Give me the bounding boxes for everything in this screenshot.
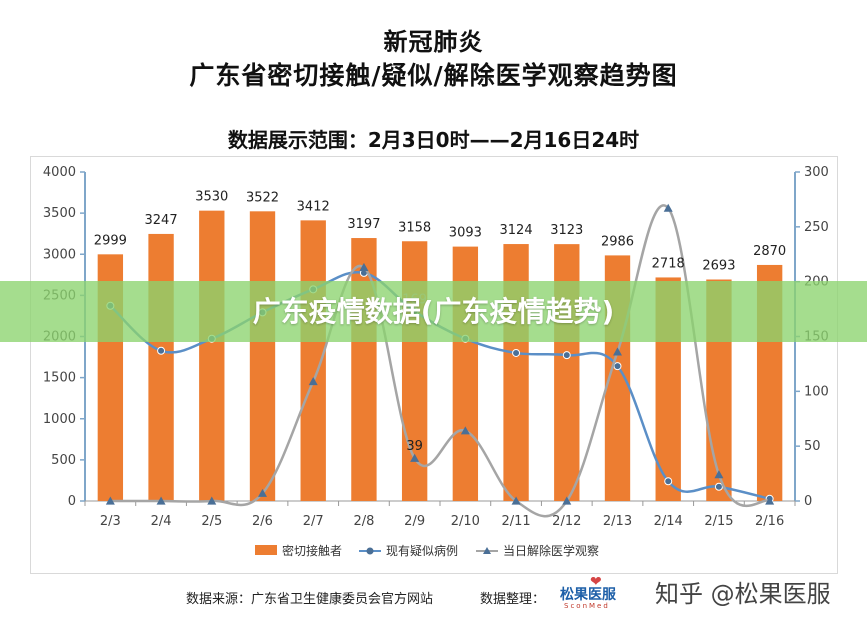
point-released [714, 470, 724, 479]
x-tick-label: 2/11 [501, 514, 530, 529]
y-right-tick-label: 250 [804, 220, 829, 235]
point-suspected [562, 351, 571, 360]
point-released [308, 376, 318, 386]
y-right-tick-label: 300 [804, 165, 829, 180]
point-released [562, 496, 572, 505]
x-tick-label: 2/7 [303, 514, 324, 529]
x-tick-label: 2/15 [704, 514, 733, 529]
point-suspected [714, 482, 723, 491]
legend-marker-circle [366, 547, 374, 555]
x-tick-label: 2/6 [252, 514, 273, 529]
chart-title-line1: 新冠肺炎 [383, 28, 484, 56]
x-tick-label: 2/5 [201, 514, 222, 529]
zhihu-watermark: 知乎 @松果医服 [655, 580, 831, 608]
bar-value-label: 3158 [398, 220, 431, 235]
bar-value-label: 3124 [500, 223, 533, 238]
data-source-text: 数据来源：广东省卫生健康委员会官方网站 [186, 592, 434, 607]
legend-swatch-bar [255, 545, 277, 555]
point-released [410, 453, 420, 462]
overlay-title: 广东疫情数据(广东疫情趋势) [252, 295, 615, 328]
point-suspected [613, 362, 622, 371]
point-released [460, 426, 470, 435]
y-right-tick-label: 100 [804, 384, 829, 399]
bar-2/6 [249, 211, 276, 502]
title-overlay-band: 广东疫情数据(广东疫情趋势) [0, 281, 867, 342]
x-tick-label: 2/4 [151, 514, 172, 529]
bar-value-label: 2718 [652, 256, 685, 271]
x-tick-label: 2/8 [353, 514, 374, 529]
bar-value-label: 3247 [145, 213, 178, 228]
x-tick-label: 2/10 [451, 514, 480, 529]
bar-value-label: 2693 [702, 259, 735, 274]
y-right-tick-label: 50 [804, 439, 821, 454]
y-left-tick-label: 3000 [43, 247, 76, 262]
bar-value-label: 3197 [347, 217, 380, 232]
point-released [258, 488, 267, 497]
legend-label: 现有疑似病例 [386, 543, 458, 558]
bar-2/4 [148, 233, 174, 501]
point-released [511, 496, 521, 505]
point-released [359, 262, 369, 272]
point-suspected [157, 346, 166, 355]
legend-label: 密切接触者 [282, 543, 342, 558]
x-tick-label: 2/14 [654, 514, 683, 529]
bar-value-label: 3093 [449, 226, 482, 241]
x-tick-label: 2/12 [552, 514, 581, 529]
y-left-tick-label: 3500 [43, 206, 76, 221]
bar-value-label: 3530 [195, 190, 228, 205]
point-released [156, 496, 166, 505]
logo-text: 松果医服 [560, 587, 616, 603]
y-left-tick-label: 1000 [43, 412, 76, 427]
y-left-tick-label: 500 [51, 453, 76, 468]
bar-value-label: 2870 [753, 244, 786, 259]
y-left-tick-label: 4000 [43, 165, 76, 180]
legend-label: 当日解除医学观察 [503, 543, 599, 558]
sconmed-logo: ❤ 松果医服 SconMed [560, 574, 640, 612]
legend-marker-triangle [483, 547, 491, 554]
point-released [613, 347, 622, 356]
line-value-label: 39 [406, 439, 423, 454]
x-tick-label: 2/16 [755, 514, 784, 529]
chart-title-line2: 广东省密切接触/疑似/解除医学观察趋势图 [189, 61, 678, 90]
heart-icon: ❤ [590, 574, 602, 590]
point-released [207, 496, 217, 505]
bar-2/5 [199, 210, 225, 501]
bar-value-label: 3412 [297, 199, 330, 214]
data-organizer-label: 数据整理： [480, 592, 546, 607]
bar-value-label: 2999 [94, 233, 127, 248]
chart-date-range: 数据展示范围：2月3日0时——2月16日24时 [227, 128, 640, 152]
point-suspected [512, 348, 521, 357]
bar-value-label: 2986 [601, 234, 634, 249]
bar-value-label: 3522 [246, 190, 279, 205]
x-tick-label: 2/3 [100, 514, 121, 529]
x-tick-label: 2/9 [404, 514, 425, 529]
point-released [105, 496, 115, 505]
y-left-tick-label: 0 [68, 494, 76, 509]
y-right-tick-label: 0 [804, 494, 812, 509]
point-released [663, 203, 673, 212]
y-left-tick-label: 1500 [43, 371, 76, 386]
point-suspected [664, 477, 673, 486]
point-released [765, 496, 775, 505]
logo-subtext: SconMed [564, 602, 610, 610]
bar-value-label: 3123 [550, 223, 583, 238]
x-tick-label: 2/13 [603, 514, 632, 529]
